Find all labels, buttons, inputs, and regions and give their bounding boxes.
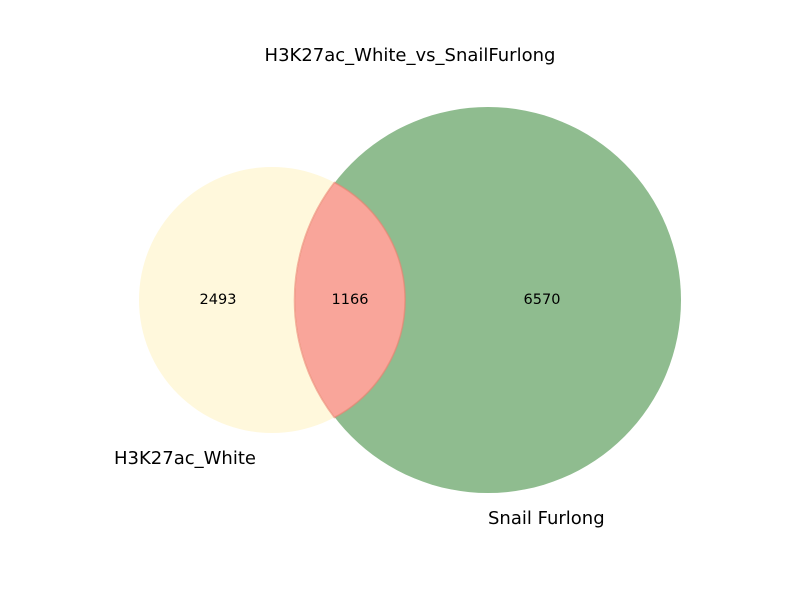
overlap-count: 1166 <box>332 292 369 308</box>
set-b-circle <box>295 107 681 493</box>
diagram-title: H3K27ac_White_vs_SnailFurlong <box>265 45 556 66</box>
set-a-label: H3K27ac_White <box>114 448 256 469</box>
set-a-only-count: 2493 <box>200 292 237 308</box>
set-b-only-count: 6570 <box>524 292 561 308</box>
set-b-label: Snail Furlong <box>488 508 605 529</box>
overlap-outline <box>293 181 406 419</box>
